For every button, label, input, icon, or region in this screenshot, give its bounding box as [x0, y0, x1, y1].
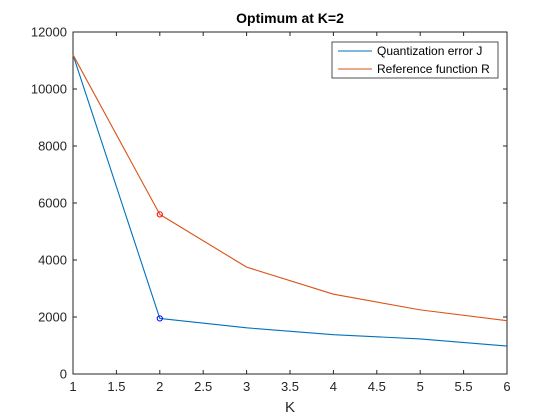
axes-frame	[72, 31, 508, 375]
y-tick-label: 12000	[31, 25, 67, 40]
y-tick-label: 2000	[38, 310, 67, 325]
series-lines	[72, 54, 508, 347]
x-tick-label: 5	[417, 379, 424, 394]
x-axis-ticks: 1 1.5 2 2.5 3 3.5 4 4.5 5 5.5 6	[69, 32, 511, 394]
y-tick-label: 4000	[38, 253, 67, 268]
legend-label-reference-function: Reference function R	[377, 62, 490, 76]
x-tick-label: 4.5	[368, 379, 386, 394]
y-tick-label: 10000	[31, 82, 67, 97]
x-tick-label: 1.5	[107, 379, 125, 394]
x-tick-label: 3.5	[281, 379, 299, 394]
plot-area	[73, 32, 507, 374]
x-tick-label: 1	[69, 379, 76, 394]
series-line-0	[72, 54, 508, 347]
optimum-marker-1	[156, 211, 163, 218]
chart-title: Optimum at K=2	[236, 10, 344, 26]
optimum-marker-0	[156, 315, 163, 322]
x-tick-label: 5.5	[455, 379, 473, 394]
series-markers	[156, 211, 163, 322]
x-tick-label: 2.5	[194, 379, 212, 394]
x-tick-label: 3	[243, 379, 250, 394]
x-axis-label: K	[285, 399, 295, 416]
legend-box	[331, 41, 499, 79]
y-tick-label: 6000	[38, 196, 67, 211]
legend-label-quantization-error: Quantization error J	[377, 44, 482, 58]
y-axis-ticks: 0 2000 4000 6000 8000 10000 12000	[31, 25, 507, 382]
x-tick-label: 4	[330, 379, 337, 394]
legend: Quantization error J Reference function …	[331, 41, 499, 79]
y-tick-label: 0	[60, 367, 67, 382]
series-line-1	[72, 54, 508, 322]
x-tick-label: 2	[156, 379, 163, 394]
y-tick-label: 8000	[38, 139, 67, 154]
x-tick-label: 6	[503, 379, 510, 394]
